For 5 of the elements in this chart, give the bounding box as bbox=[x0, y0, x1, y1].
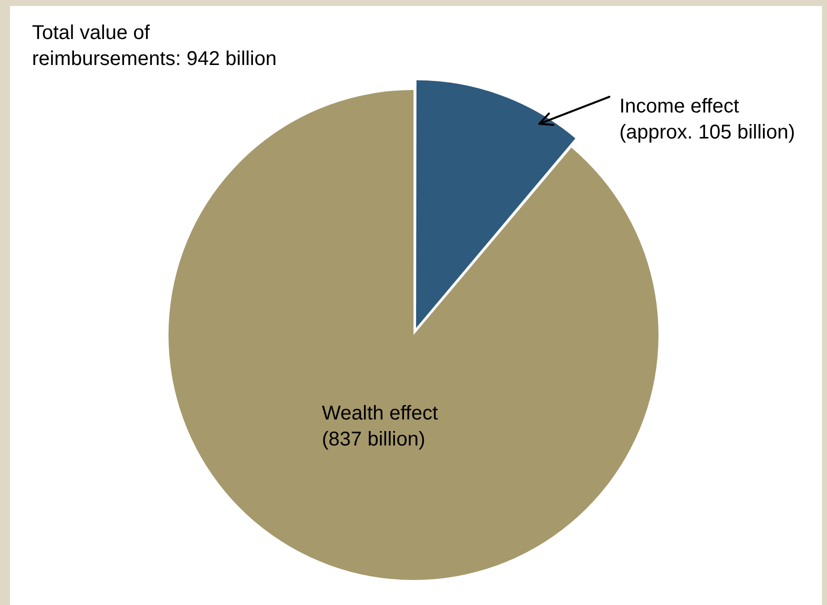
data-label: (837 billion) bbox=[322, 428, 426, 451]
slice-label: Wealth effect bbox=[322, 402, 438, 425]
text: Total value of reimbursements: 942 billion bbox=[32, 21, 278, 72]
slice-label: Income effect bbox=[619, 95, 740, 118]
data-label: (approx. 105 billion) bbox=[619, 121, 796, 144]
